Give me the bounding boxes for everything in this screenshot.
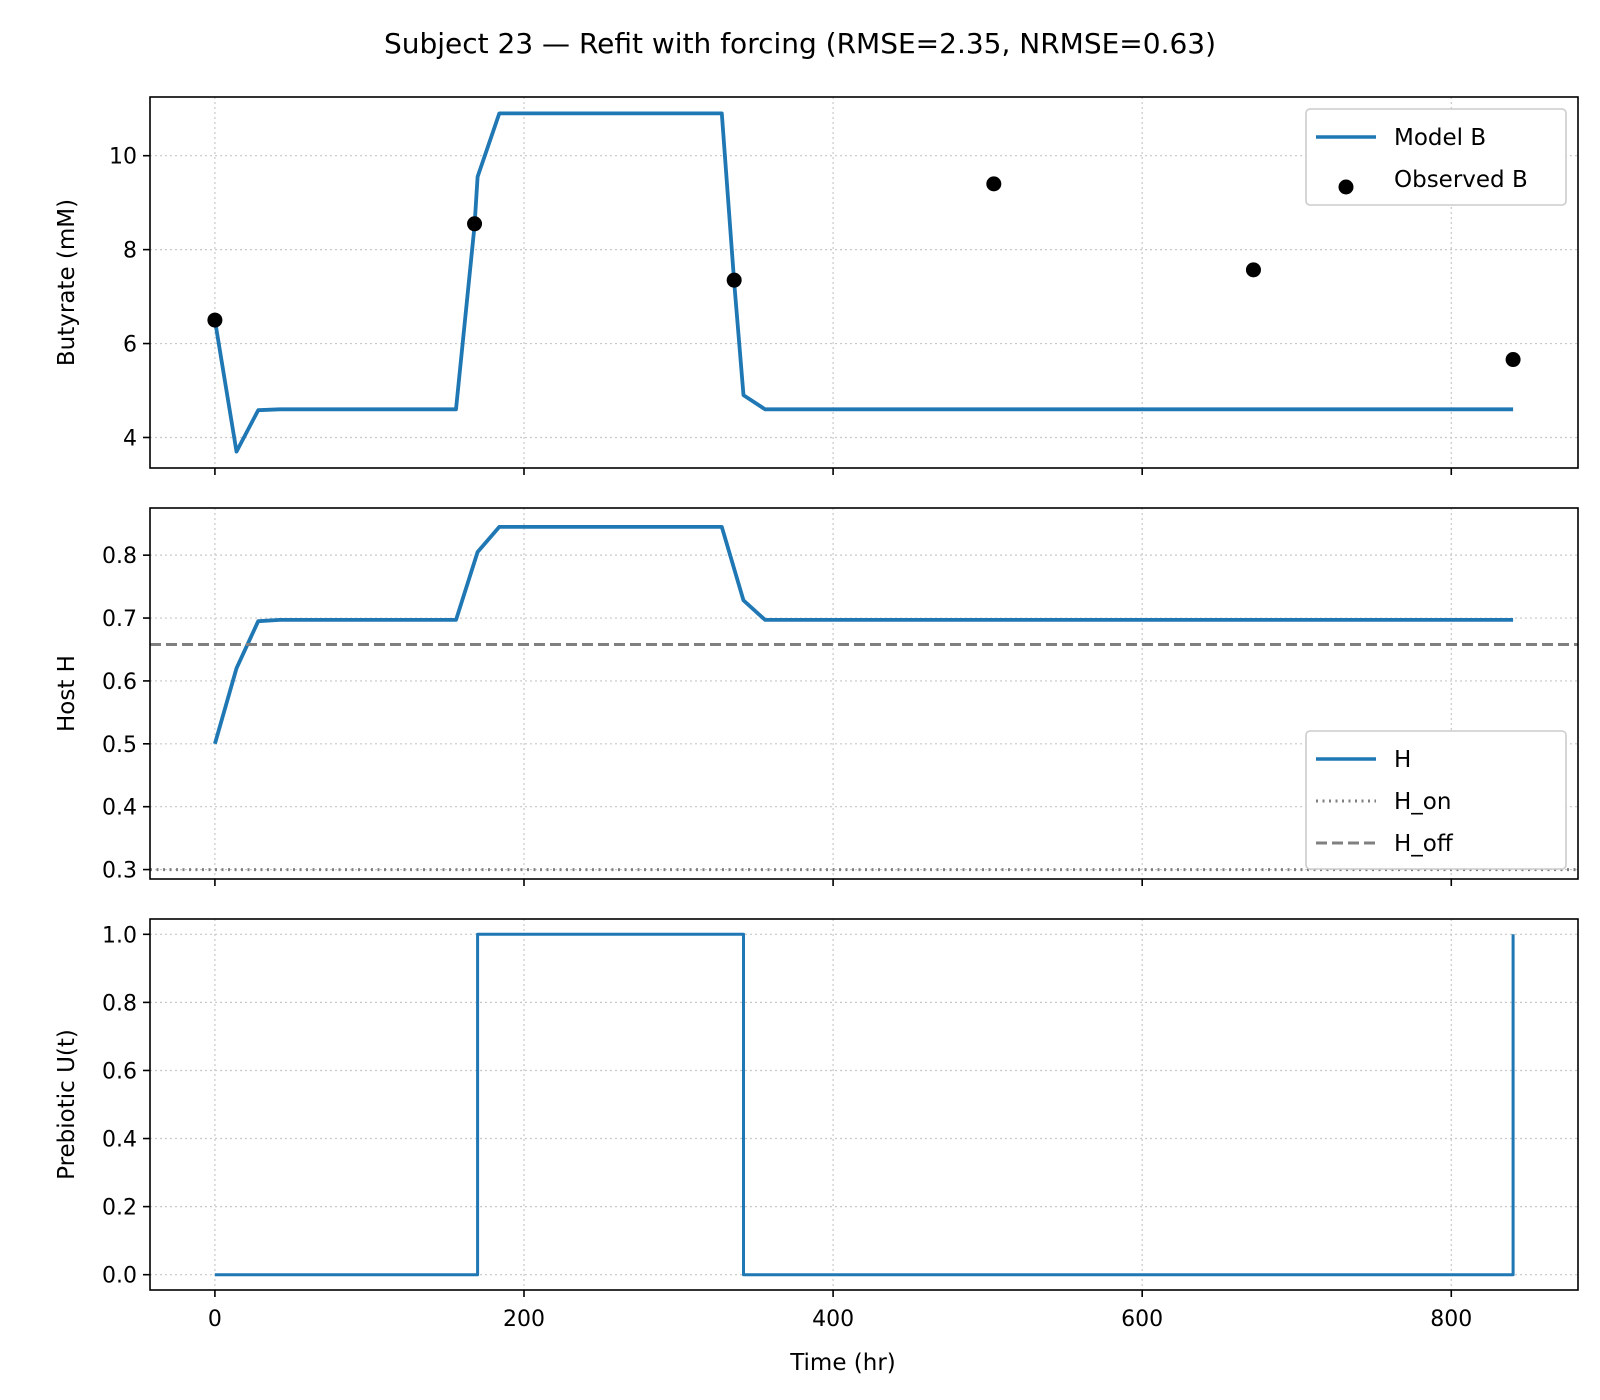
y-tick-label: 1.0	[102, 923, 137, 948]
y-axis-label: Prebiotic U(t)	[54, 1029, 80, 1180]
y-tick-label: 0.3	[102, 859, 137, 884]
observed-point	[1245, 262, 1261, 278]
x-tick-label: 0	[208, 1307, 222, 1332]
x-tick-label: 400	[812, 1307, 854, 1332]
series-line	[214, 932, 1515, 1277]
y-tick-label: 10	[109, 145, 137, 170]
legend: Model B Observed B	[1305, 108, 1567, 206]
series-line	[213, 525, 1514, 745]
y-tick-label: 4	[123, 426, 137, 451]
legend-marker	[1338, 179, 1354, 195]
y-axis-label: Butyrate (mM)	[54, 199, 80, 366]
series-group	[214, 932, 1515, 1277]
y-tick-label: 0.8	[102, 991, 137, 1016]
axes-frame	[149, 507, 1579, 880]
axes-frame	[149, 96, 1579, 469]
y-tick-label: 0.2	[102, 1196, 137, 1221]
x-axis-label: Time (hr)	[789, 1350, 896, 1376]
legend-label: H	[1394, 747, 1411, 773]
series-group	[207, 111, 1521, 454]
legend-label: Observed B	[1394, 167, 1528, 193]
legend-label: Model B	[1394, 125, 1486, 151]
legend: H H_on H_off	[1305, 730, 1567, 870]
legend-box	[1305, 730, 1567, 870]
observed-point	[726, 272, 742, 288]
observed-point	[986, 176, 1002, 192]
x-tick-label: 200	[503, 1307, 545, 1332]
y-tick-label: 0.4	[102, 1128, 137, 1153]
observed-point	[207, 312, 223, 328]
butyrate-panel: 4 6 8 10 Butyrate (mM) Model B Observed B	[54, 96, 1579, 475]
y-tick-label: 0.8	[102, 544, 137, 569]
axes-frame	[149, 918, 1579, 1291]
series-line	[213, 111, 1514, 454]
y-tick-label: 0.6	[102, 1059, 137, 1084]
y-tick-label: 6	[123, 333, 137, 358]
y-tick-label: 0.6	[102, 670, 137, 695]
observed-point	[1505, 352, 1521, 368]
legend-label: H_off	[1394, 831, 1454, 857]
host-h-panel: 0.3 0.4 0.5 0.6 0.7 0.8 Host H H H_on H_off	[54, 507, 1579, 886]
prebiotic-panel: 0.0 0.2 0.4 0.6 0.8 1.0 0 200 400 600 800 Prebiotic…	[54, 918, 1579, 1332]
y-tick-label: 0.0	[102, 1264, 137, 1289]
legend-label: H_on	[1394, 789, 1451, 815]
y-tick-label: 8	[123, 239, 137, 264]
y-tick-label: 0.7	[102, 607, 137, 632]
legend-box	[1305, 108, 1567, 206]
observed-point	[467, 216, 483, 232]
chart-title: Subject 23 — Refit with forcing (RMSE=2.…	[384, 27, 1216, 60]
x-tick-label: 600	[1121, 1307, 1163, 1332]
y-tick-label: 0.4	[102, 796, 137, 821]
y-tick-label: 0.5	[102, 733, 137, 758]
y-axis-label: Host H	[54, 655, 80, 732]
x-tick-label: 800	[1430, 1307, 1472, 1332]
